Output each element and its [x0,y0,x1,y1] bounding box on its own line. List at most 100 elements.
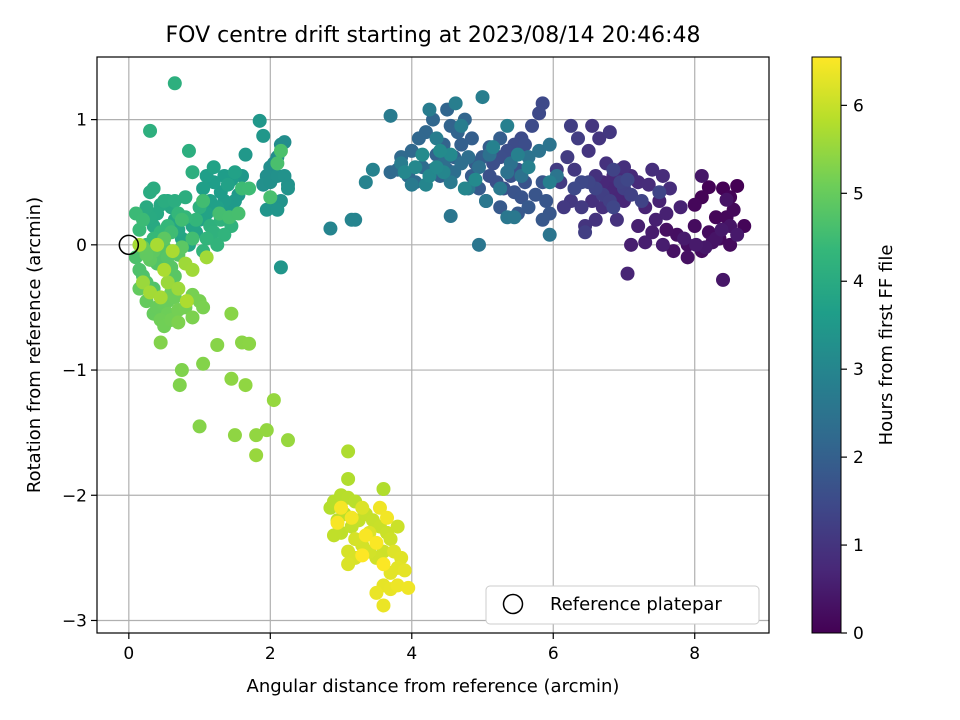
scatter-point [397,165,412,180]
scatter-point [719,192,734,207]
scatter-point [723,237,738,252]
scatter-point [135,212,150,227]
y-axis-label: Rotation from reference (arcmin) [24,197,45,493]
scatter-point [510,147,525,162]
scatter-point [521,160,536,175]
colorbar-gradient [811,56,842,634]
scatter-point [280,433,295,448]
scatter-point [224,306,239,321]
scatter-point [390,578,405,593]
scatter-point [517,137,532,152]
scatter-point [404,143,419,158]
scatter-point [567,162,582,177]
scatter-point [227,428,242,443]
scatter-point [341,471,356,486]
x-axis-ticks: 0 2 4 6 8 [123,633,700,664]
scatter-point [471,237,486,252]
scatter-point [401,580,416,595]
scatter-point [167,194,182,208]
scatter-point [652,185,667,200]
scatter-point [528,187,543,202]
plot-frame [96,56,770,634]
scatter-point [231,206,246,221]
scatter-point [249,428,264,443]
scatter-point [468,172,483,187]
scatter-point [174,363,189,378]
x-tick-label: 0 [123,644,134,664]
scatter-point [153,335,168,350]
x-tick-label: 2 [265,644,276,664]
scatter-point [620,266,635,281]
scatter-point [532,143,547,158]
x-tick-label: 6 [548,644,559,664]
scatter-point [666,244,681,259]
scatter-point [694,168,709,183]
scatter-point [189,212,204,227]
scatter-point [624,187,639,202]
scatter-point [714,222,729,237]
colorbar: 0 1 2 3 4 5 6 Hours from first FF file [811,56,897,644]
scatter-point [270,156,285,171]
scatter-point [341,444,356,459]
legend-box [485,585,760,625]
scatter-point [726,202,741,217]
scatter-point [701,180,716,195]
scatter-point [563,118,578,133]
scatter-point [493,181,508,196]
scatter-point [369,535,384,550]
scatter-point [634,194,649,208]
scatter-point [411,131,426,146]
scatter-point [648,212,663,227]
y-tick-label: −3 [62,611,87,631]
scatter-point [500,165,515,180]
scatter-point [344,212,359,227]
scatter-point [645,225,660,240]
scatter-point [708,210,723,225]
colorbar-tick-label: 0 [853,624,864,644]
scatter-point [616,160,631,175]
scatter-point [210,237,225,252]
scatter-point [227,165,242,180]
scatter-point [514,190,529,205]
legend-marker-icon [502,593,524,615]
scatter-point [171,315,186,330]
scatter-point [507,210,522,225]
scatter-point [242,181,257,196]
colorbar-tick-label: 3 [853,360,864,380]
scatter-point [157,194,172,208]
scatter-point [135,275,150,290]
scatter-point [655,237,670,252]
scatter-point [160,275,175,290]
scatter-point [238,378,253,393]
scatter-point [585,118,600,133]
scatter-point [730,227,745,242]
scatter-point [687,219,702,234]
scatter-point [196,356,211,371]
scatter-point [592,131,607,146]
scatter-point [210,338,225,352]
scatter-point [433,143,448,158]
scatter-point [358,528,373,543]
scatter-point [178,190,193,205]
scatter-point [206,160,221,175]
scatter-point [369,585,384,600]
scatter-point [567,181,582,196]
colorbar-tick-label: 1 [853,536,864,556]
scatter-point [631,219,646,234]
scatter-point [475,90,490,105]
scatter-point [521,200,536,215]
scatter-point [571,131,586,146]
scatter-point [659,206,674,221]
scatter-point [457,181,472,196]
scatter-point [606,200,621,215]
scatter-point [578,225,593,240]
scatter-point [479,194,494,208]
scatter-point [390,519,405,534]
scatter-point [220,177,235,192]
scatter-point [429,160,444,175]
scatter-point [454,118,469,133]
scatter-point [408,160,423,175]
scatter-point [259,202,274,217]
scatter-point [157,262,172,277]
scatter-point [139,200,154,215]
